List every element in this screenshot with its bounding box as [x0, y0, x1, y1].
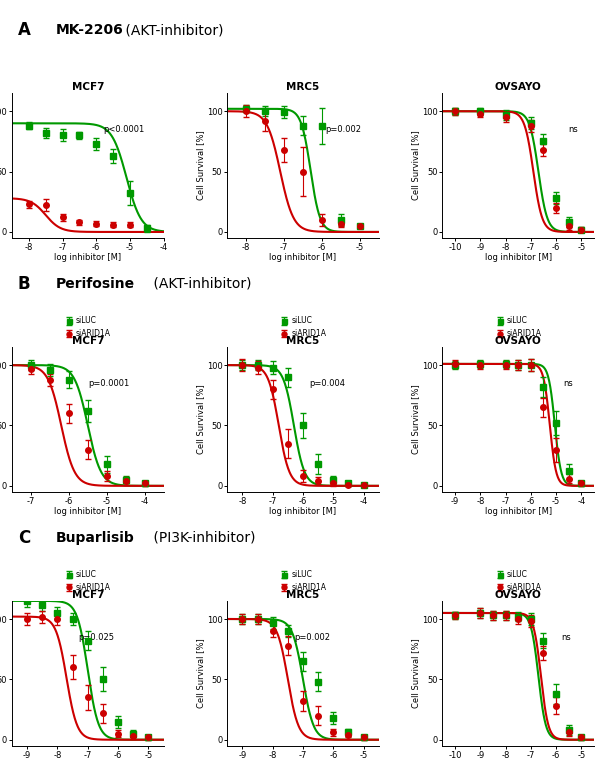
Text: ns: ns [561, 632, 571, 642]
X-axis label: log inhibitor [M]: log inhibitor [M] [485, 253, 552, 263]
Title: OVSAYO: OVSAYO [495, 336, 542, 346]
Y-axis label: Cell Survival [%]: Cell Survival [%] [412, 638, 421, 708]
Legend: siLUC, siARID1A: siLUC, siARID1A [277, 314, 329, 341]
X-axis label: log inhibitor [M]: log inhibitor [M] [485, 507, 552, 516]
Title: MCF7: MCF7 [71, 82, 104, 92]
Text: (AKT-inhibitor): (AKT-inhibitor) [149, 277, 251, 291]
Text: Perifosine: Perifosine [56, 277, 135, 291]
Legend: siLUC, siARID1A: siLUC, siARID1A [492, 567, 545, 595]
Title: MCF7: MCF7 [71, 590, 104, 600]
Text: (PI3K-inhibitor): (PI3K-inhibitor) [149, 531, 255, 545]
Title: MRC5: MRC5 [286, 336, 320, 346]
Y-axis label: Cell Survival [%]: Cell Survival [%] [196, 638, 205, 708]
Text: Buparlisib: Buparlisib [56, 531, 134, 545]
X-axis label: log inhibitor [M]: log inhibitor [M] [269, 507, 337, 516]
Text: ns: ns [569, 125, 578, 134]
Text: (AKT-inhibitor): (AKT-inhibitor) [121, 23, 223, 37]
Title: OVSAYO: OVSAYO [495, 82, 542, 92]
Title: MCF7: MCF7 [71, 336, 104, 346]
Y-axis label: Cell Survival [%]: Cell Survival [%] [196, 131, 205, 200]
Text: A: A [18, 21, 31, 39]
Legend: siLUC, siARID1A: siLUC, siARID1A [61, 314, 114, 341]
Text: MK-2206: MK-2206 [56, 23, 124, 37]
Legend: siLUC, siARID1A: siLUC, siARID1A [277, 567, 329, 595]
X-axis label: log inhibitor [M]: log inhibitor [M] [54, 253, 121, 263]
Text: p<0.0001: p<0.0001 [103, 125, 144, 134]
Text: p=0.025: p=0.025 [79, 632, 115, 642]
Y-axis label: Cell Survival [%]: Cell Survival [%] [196, 384, 205, 454]
X-axis label: log inhibitor [M]: log inhibitor [M] [54, 507, 121, 516]
Text: p=0.0001: p=0.0001 [88, 379, 129, 387]
Title: MRC5: MRC5 [286, 590, 320, 600]
Text: p=0.002: p=0.002 [326, 125, 362, 134]
Y-axis label: Cell Survival [%]: Cell Survival [%] [412, 384, 421, 454]
Title: MRC5: MRC5 [286, 82, 320, 92]
Title: OVSAYO: OVSAYO [495, 590, 542, 600]
Text: p=0.002: p=0.002 [294, 632, 330, 642]
Y-axis label: Cell Survival [%]: Cell Survival [%] [412, 131, 421, 200]
Legend: siLUC, siARID1A: siLUC, siARID1A [492, 314, 545, 341]
Text: ns: ns [563, 379, 574, 387]
Legend: siLUC, siARID1A: siLUC, siARID1A [61, 567, 114, 595]
Text: B: B [18, 275, 31, 293]
Text: p=0.004: p=0.004 [309, 379, 345, 387]
X-axis label: log inhibitor [M]: log inhibitor [M] [269, 253, 337, 263]
Text: C: C [18, 529, 30, 547]
